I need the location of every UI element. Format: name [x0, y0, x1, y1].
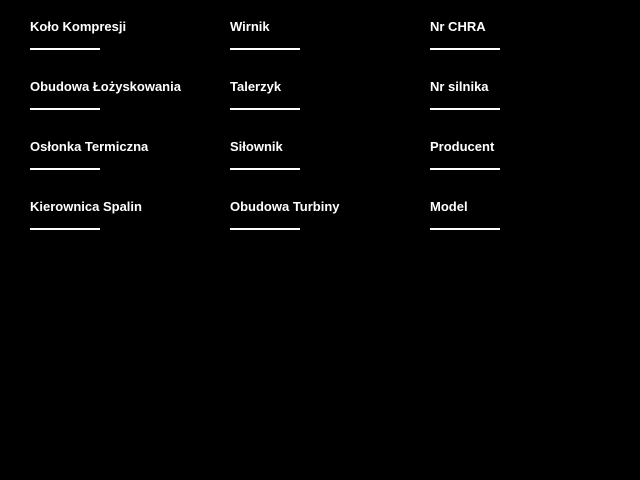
field-nr-chra: Nr CHRA — [430, 20, 630, 80]
field-label-silownik: Siłownik — [230, 139, 283, 154]
field-input-line-model[interactable] — [430, 228, 500, 230]
field-label-model: Model — [430, 199, 468, 214]
field-label-kierownica-spalin: Kierownica Spalin — [30, 199, 142, 214]
field-nr-silnika: Nr silnika — [430, 80, 630, 140]
field-input-line-nr-chra[interactable] — [430, 48, 500, 50]
field-label-nr-silnika: Nr silnika — [430, 79, 489, 94]
field-kierownica-spalin: Kierownica Spalin — [30, 200, 230, 260]
field-input-line-wirnik[interactable] — [230, 48, 300, 50]
field-silownik: Siłownik — [230, 140, 430, 200]
field-obudowa-turbiny: Obudowa Turbiny — [230, 200, 430, 260]
field-label-obudowa-turbiny: Obudowa Turbiny — [230, 199, 340, 214]
parts-form: Koło Kompresji Wirnik Nr CHRA Obudowa Ło… — [30, 20, 630, 260]
field-label-nr-chra: Nr CHRA — [430, 19, 486, 34]
field-input-line-oslonka-termiczna[interactable] — [30, 168, 100, 170]
field-input-line-obudowa-lozyskowania[interactable] — [30, 108, 100, 110]
field-label-talerzyk: Talerzyk — [230, 79, 282, 94]
field-label-kolo-kompresji: Koło Kompresji — [30, 19, 127, 34]
field-wirnik: Wirnik — [230, 20, 430, 80]
field-input-line-talerzyk[interactable] — [230, 108, 300, 110]
field-talerzyk: Talerzyk — [230, 80, 430, 140]
field-input-line-producent[interactable] — [430, 168, 500, 170]
field-label-wirnik: Wirnik — [230, 19, 270, 34]
field-model: Model — [430, 200, 630, 260]
field-oslonka-termiczna: Osłonka Termiczna — [30, 140, 230, 200]
field-label-oslonka-termiczna: Osłonka Termiczna — [30, 139, 149, 154]
field-input-line-silownik[interactable] — [230, 168, 300, 170]
field-obudowa-lozyskowania: Obudowa Łożyskowania — [30, 80, 230, 140]
field-input-line-kolo-kompresji[interactable] — [30, 48, 100, 50]
field-label-obudowa-lozyskowania: Obudowa Łożyskowania — [30, 79, 181, 94]
field-input-line-obudowa-turbiny[interactable] — [230, 228, 300, 230]
field-input-line-kierownica-spalin[interactable] — [30, 228, 100, 230]
field-producent: Producent — [430, 140, 630, 200]
field-label-producent: Producent — [430, 139, 495, 154]
field-input-line-nr-silnika[interactable] — [430, 108, 500, 110]
field-kolo-kompresji: Koło Kompresji — [30, 20, 230, 80]
